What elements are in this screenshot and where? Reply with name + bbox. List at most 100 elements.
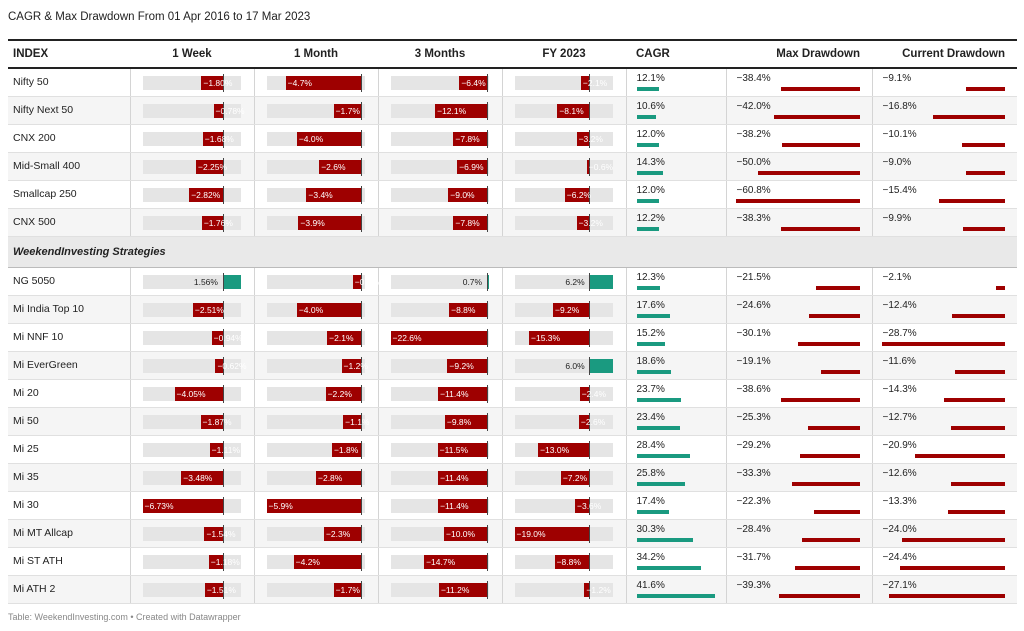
table-row[interactable]: Smallcap 250 −2.82% −3.4% −9.0% −6.2% 12.0% −6… bbox=[8, 180, 1018, 209]
table-row[interactable]: Mi ST ATH −1.18% −4.2% −14.7% −8.8% 34.2% −31.… bbox=[8, 547, 1017, 576]
value-label: −5.9% bbox=[268, 500, 293, 511]
col-header-index[interactable]: INDEX bbox=[8, 39, 130, 69]
value-label: −1.11% bbox=[211, 444, 241, 455]
table-row[interactable]: CNX 500 −1.76% −3.9% −7.8% −3.2% 12.2% −38.3% −… bbox=[8, 208, 1017, 237]
table-row[interactable]: Mi EverGreen −0.62% −1.2% −9.2% 6.0% 18.6% −19… bbox=[8, 351, 1017, 380]
bar-track: −1.68% bbox=[142, 129, 241, 148]
zero-line bbox=[222, 101, 224, 120]
cell-w1: −1.11% bbox=[130, 435, 255, 464]
col-header-current-drawdown[interactable]: Current Drawdown bbox=[872, 39, 1017, 69]
value-label: −14.7% bbox=[426, 556, 456, 567]
cell-m1: −1.2% bbox=[254, 351, 379, 380]
cagr-bar bbox=[636, 369, 672, 374]
table-row[interactable]: Mid-Small 400 −2.25% −2.6% −6.9% −0.6% 14.3% −… bbox=[8, 152, 1017, 181]
col-header-1-month[interactable]: 1 Month bbox=[254, 39, 378, 69]
cell-m1: −1.8% bbox=[254, 435, 379, 464]
cell-m1: −4.0% bbox=[254, 124, 379, 153]
negative-bar bbox=[323, 526, 361, 541]
zero-line bbox=[589, 272, 591, 291]
drawdown-bar bbox=[951, 481, 1005, 486]
row-name: Mi 50 bbox=[8, 407, 131, 436]
zero-line bbox=[486, 412, 488, 431]
value-label: −28.7% bbox=[882, 327, 917, 339]
table-row[interactable]: NG 5050 1.56% −0.5% 0.7% 6.2% 12.3% −21.5% −2.1… bbox=[8, 267, 1017, 296]
value-label: −3.2% bbox=[578, 217, 603, 228]
col-header-cagr[interactable]: CAGR bbox=[626, 39, 726, 69]
section-heading: WeekendInvesting Strategies bbox=[8, 235, 1017, 268]
table-row[interactable]: Mi India Top 10 −2.51% −4.0% −8.8% −9.2% 17.6… bbox=[8, 295, 1017, 324]
value-label: −9.0% bbox=[450, 189, 475, 200]
table-row[interactable]: Mi MT Allcap −1.54% −2.3% −10.0% −19.0% 30.3%… bbox=[8, 519, 1017, 548]
value-label: 30.3% bbox=[636, 523, 665, 535]
value-label: −4.0% bbox=[298, 304, 324, 315]
row-name: Mi EverGreen bbox=[8, 351, 131, 380]
cell-cdd: −27.1% bbox=[872, 575, 1017, 604]
zero-line bbox=[589, 157, 591, 176]
negative-bar bbox=[576, 215, 590, 230]
cell-w1-inner: −0.78% bbox=[131, 97, 254, 124]
cell-cdd: −9.1% bbox=[872, 68, 1017, 97]
footer-credit: Table: WeekendInvesting.com • Created wi… bbox=[8, 612, 241, 622]
col-header-1-week[interactable]: 1 Week bbox=[130, 39, 254, 69]
cell-cdd: −14.3% bbox=[872, 379, 1017, 408]
table-row[interactable]: Mi NNF 10 −0.94% −2.1% −22.6% −15.3% 15.2% −30… bbox=[8, 323, 1018, 352]
cell-cagr-inner: 12.0% bbox=[627, 181, 726, 208]
bar-track: −11.4% bbox=[390, 496, 489, 515]
bar-track: −10.0% bbox=[390, 524, 489, 543]
bar-track: −9.8% bbox=[390, 412, 489, 431]
negative-bar bbox=[316, 470, 361, 485]
table-row[interactable]: Nifty Next 50 −0.78% −1.7% −12.1% −8.1% 10.6%… bbox=[8, 96, 1017, 125]
negative-bar bbox=[331, 442, 361, 457]
table-row[interactable]: CNX 200 −1.68% −4.0% −7.8% −3.2% 12.0% −38.2% −… bbox=[8, 124, 1017, 153]
negative-bar bbox=[557, 103, 590, 118]
value-label: −2.82% bbox=[191, 189, 221, 200]
value-label: −38.3% bbox=[736, 212, 771, 224]
cell-cdd-inner: −28.7% bbox=[873, 324, 1018, 351]
cell-cagr-inner: 41.6% bbox=[627, 576, 726, 603]
table-row[interactable]: Nifty 50 −1.80% −4.7% −6.4% −2.1% 12.1% −38.4%… bbox=[8, 68, 1017, 97]
cell-mdd-inner: −29.2% bbox=[727, 436, 872, 463]
col-header-max-drawdown[interactable]: Max Drawdown bbox=[726, 39, 872, 69]
table-row[interactable]: Mi 25 −1.11% −1.8% −11.5% −13.0% 28.4% −29.2% −… bbox=[8, 435, 1017, 464]
cell-m1-inner: −4.7% bbox=[255, 69, 378, 96]
table-row[interactable]: Mi 20 −4.05% −2.2% −11.4% −2.4% 23.7% −38.6% −1… bbox=[8, 379, 1017, 408]
cell-mdd-inner: −38.2% bbox=[727, 125, 872, 152]
cell-cagr-inner: 12.2% bbox=[627, 209, 726, 236]
negative-bar bbox=[514, 526, 590, 541]
value-label: 17.6% bbox=[636, 299, 665, 311]
table-row[interactable]: Mi 30 −6.73% −5.9% −11.4% −3.6% 17.4% −22.3% −1… bbox=[8, 491, 1017, 520]
negative-bar bbox=[204, 526, 223, 541]
zero-line bbox=[589, 328, 591, 347]
value-label: −24.4% bbox=[882, 551, 917, 563]
value-label: −0.94% bbox=[213, 332, 243, 343]
table-row[interactable]: Mi ATH 2 −1.51% −1.7% −11.2% −1.2% 41.6% −39.3… bbox=[8, 575, 1017, 604]
cell-fy-inner: −2.1% bbox=[503, 69, 626, 96]
col-header-fy-2023[interactable]: FY 2023 bbox=[502, 39, 626, 69]
cagr-bar bbox=[636, 170, 664, 175]
value-label: −2.8% bbox=[318, 472, 343, 483]
value-label: 23.4% bbox=[636, 411, 665, 423]
zero-line bbox=[360, 101, 362, 120]
negative-bar bbox=[213, 103, 223, 118]
table-row[interactable]: Mi 35 −3.48% −2.8% −11.4% −7.2% 25.8% −33.3% −1… bbox=[8, 463, 1017, 492]
negative-bar bbox=[564, 187, 590, 202]
cell-cagr: 23.7% bbox=[626, 379, 727, 408]
bar-track: −1.54% bbox=[142, 524, 241, 543]
cell-cagr-inner: 25.8% bbox=[627, 464, 726, 491]
value-label: −10.0% bbox=[446, 528, 476, 539]
zero-line bbox=[360, 496, 362, 515]
negative-bar bbox=[327, 330, 361, 345]
cell-fy: −8.8% bbox=[502, 547, 627, 576]
value-label: 15.2% bbox=[636, 327, 665, 339]
table-row[interactable]: Mi 50 −1.87% −1.1% −9.8% −2.6% 23.4% −25.3% −12… bbox=[8, 407, 1017, 436]
col-header-3-months[interactable]: 3 Months bbox=[378, 39, 502, 69]
negative-bar bbox=[202, 131, 223, 146]
value-label: 14.3% bbox=[636, 156, 665, 168]
bar-track: 6.0% bbox=[514, 356, 613, 375]
zero-line bbox=[589, 74, 591, 92]
cell-m1-inner: −1.2% bbox=[255, 352, 378, 379]
negative-bar bbox=[575, 498, 590, 513]
cell-cdd-inner: −15.4% bbox=[873, 181, 1018, 208]
cell-w1-inner: −2.82% bbox=[131, 181, 254, 208]
cagr-bar bbox=[636, 509, 670, 514]
